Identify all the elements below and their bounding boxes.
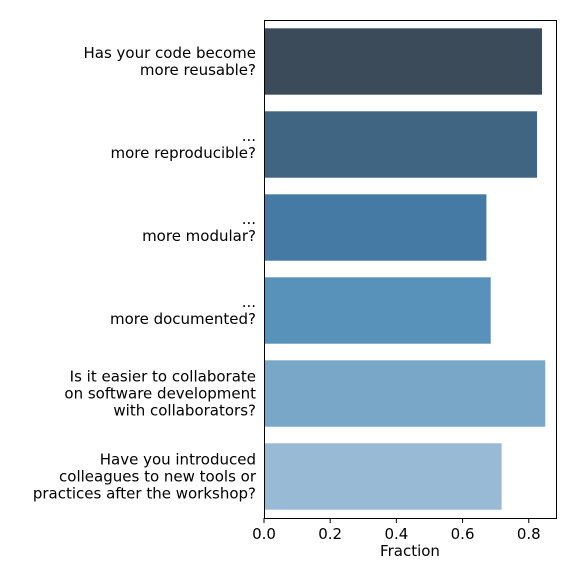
y-tick-label: Has your code become more reusable? [83, 44, 256, 79]
y-tick-label-line: ... [242, 210, 256, 228]
y-tick-label-line: more reusable? [140, 61, 256, 79]
y-tick-label-line: colleagues to new tools or [59, 468, 257, 486]
y-axis: Has your code become more reusable?... mor… [33, 44, 257, 503]
y-tick-label-line: with collaborators? [113, 402, 256, 420]
y-tick-label: ... more reproducible? [110, 127, 256, 162]
y-tick-label-line: more modular? [142, 227, 256, 245]
y-tick-label-line: practices after the workshop? [33, 485, 256, 503]
bar-3 [264, 194, 487, 261]
x-tick-label: 0.4 [384, 525, 408, 543]
y-tick-label-line: on software development [64, 385, 256, 403]
plot-frame [264, 20, 557, 519]
y-tick-label-line: more reproducible? [110, 144, 256, 162]
y-tick-label-line: Has your code become [83, 44, 256, 62]
x-axis: 0.0 0.2 0.4 0.6 0.8 [252, 518, 541, 543]
y-tick-label-line: ... [242, 293, 256, 311]
y-tick-label: ... more documented? [110, 293, 256, 328]
y-tick-label: Have you introduced colleagues to new too… [33, 451, 257, 503]
x-tick-label: 0.0 [252, 525, 276, 543]
y-tick-label-line: Is it easier to collaborate [70, 368, 256, 386]
bar-6 [264, 443, 502, 510]
y-tick-label: ... more modular? [142, 210, 256, 245]
x-tick-label: 0.6 [451, 525, 475, 543]
x-axis-label: Fraction [380, 542, 440, 560]
y-tick-label: Is it easier to collaborate on software d… [64, 368, 256, 420]
x-tick-label: 0.2 [318, 525, 342, 543]
y-tick-label-line: more documented? [110, 310, 256, 328]
x-tick-label: 0.8 [517, 525, 541, 543]
y-tick-label-line: ... [242, 127, 256, 145]
bar-4 [264, 277, 491, 344]
bar-2 [264, 111, 538, 178]
y-tick-label-line: Have you introduced [100, 451, 256, 469]
bars-group [264, 28, 546, 510]
bar-1 [264, 28, 543, 95]
bar-5 [264, 360, 546, 427]
